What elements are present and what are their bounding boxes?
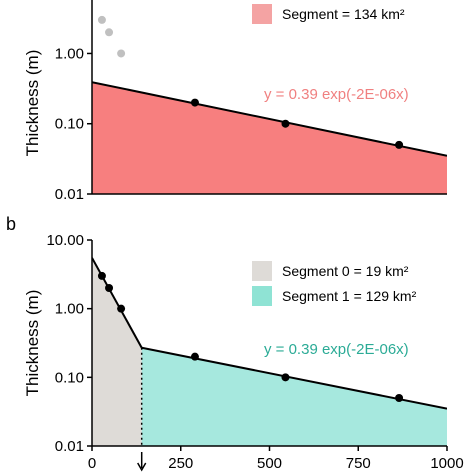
y-tick-label: 1.00 [55, 45, 84, 62]
data-point-1-1 [97, 271, 106, 280]
y-tick-label: 1.00 [55, 301, 84, 318]
y-tick-label: 10.00 [46, 232, 84, 249]
x-tick-label: 1000 [430, 455, 463, 472]
data-point-2-1 [190, 98, 199, 107]
x-tick-label: 750 [346, 455, 371, 472]
legend-label-2: Segment 1 = 129 km² [282, 288, 417, 304]
data-point-1-1 [97, 15, 106, 24]
fit-equation: y = 0.39 exp(-2E-06x) [264, 341, 409, 358]
data-point-1-2 [105, 283, 114, 292]
y-tick-label: 0.01 [55, 438, 84, 455]
data-point-1-3 [117, 304, 126, 313]
y-tick-label: 0.10 [55, 369, 84, 386]
x-tick-label: 250 [168, 455, 193, 472]
data-point-2-2 [281, 119, 290, 128]
fill-region-1 [92, 82, 447, 194]
fill-region-2 [141, 347, 447, 446]
y-axis-title: Thickness (m) [23, 290, 42, 397]
fill-region-1 [92, 257, 142, 446]
data-point-1-2 [105, 28, 114, 37]
chart-panel-1: 0.01 0.10 1.00 Thickness (m) Segment = 134 k… [23, 0, 447, 203]
legend-label-1: Segment = 134 km² [282, 6, 405, 22]
x-tick-label: 0 [88, 455, 96, 472]
panel-letter: b [6, 214, 16, 234]
fit-equation: y = 0.39 exp(-2E-06x) [264, 86, 409, 103]
legend-swatch-1 [252, 261, 272, 281]
y-tick-label: 0.01 [55, 186, 84, 203]
data-point-1-4 [190, 352, 199, 361]
x-tick-label: 500 [257, 455, 282, 472]
y-axis-title: Thickness (m) [23, 50, 42, 157]
y-tick-label: 0.10 [55, 116, 84, 133]
legend-swatch-1 [252, 4, 272, 24]
legend-swatch-2 [252, 286, 272, 306]
plot-area [92, 257, 447, 446]
data-point-1-3 [117, 49, 126, 58]
fit-line-1 [92, 81, 447, 157]
data-point-1-5 [281, 373, 290, 382]
legend-label-1: Segment 0 = 19 km² [282, 263, 409, 279]
plot-area [92, 15, 447, 194]
data-point-1-6 [395, 394, 404, 403]
break-arrow-head [137, 462, 147, 472]
data-point-2-3 [395, 140, 404, 149]
chart-panel-2: 0.01 0.10 1.00 10.00 0 250 500 750 1000 Thickness… [6, 214, 464, 472]
